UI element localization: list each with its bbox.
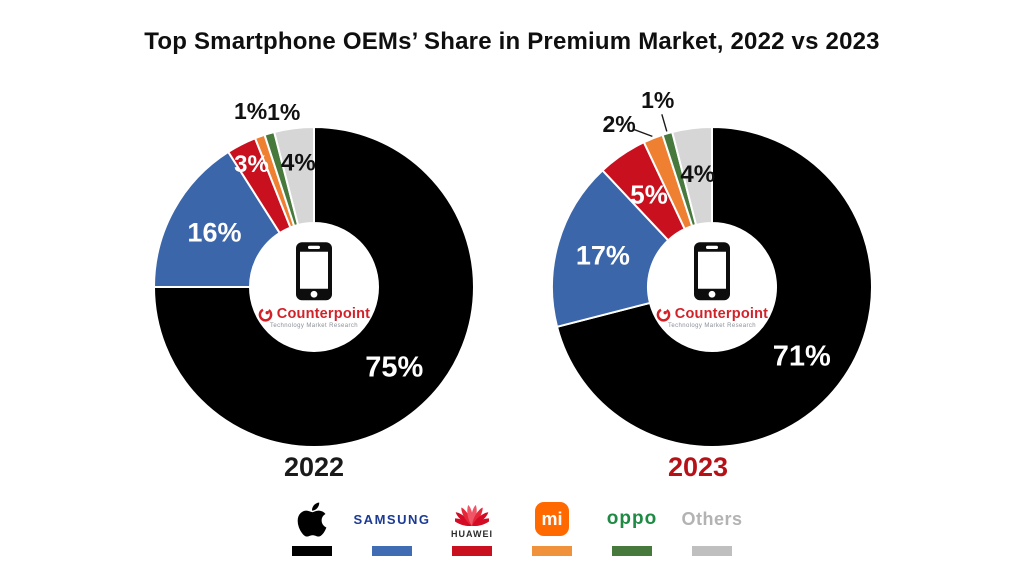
slice-value-label: 4% bbox=[680, 161, 715, 188]
donut-chart-2022: 75% 16% 3% 1% 1% 4% Counterpoint Technology M… bbox=[146, 98, 482, 455]
samsung-wordmark: SAMSUNG bbox=[353, 511, 431, 527]
label-leader-line bbox=[633, 128, 653, 138]
slice-apple-2022 bbox=[153, 126, 475, 448]
year-label-2022: 2022 bbox=[283, 452, 345, 482]
legend-item-oppo: oppo bbox=[592, 497, 672, 556]
counterpoint-logo: Counterpoint bbox=[656, 306, 768, 322]
others-wordmark: Others bbox=[681, 508, 743, 529]
page-title: Top Smartphone OEMs’ Share in Premium Ma… bbox=[144, 28, 880, 55]
slice-value-label: 71% bbox=[773, 341, 831, 373]
year-label-2023: 2023 bbox=[667, 452, 729, 482]
legend-swatch-samsung bbox=[372, 546, 412, 556]
slice-samsung-2022 bbox=[153, 150, 281, 288]
slice-value-label: 3% bbox=[234, 151, 269, 178]
oppo-wordmark: oppo bbox=[606, 508, 658, 529]
slice-value-label: 1% bbox=[641, 87, 674, 113]
donut-center-2023: Counterpoint Technology Market Research bbox=[646, 241, 778, 329]
slice-value-label: 1% bbox=[267, 99, 300, 125]
counterpoint-gauge-icon bbox=[656, 307, 671, 322]
donut-chart-2023: 71% 17% 5% 2% 1% 4% Counterpoint Technology M… bbox=[544, 87, 880, 455]
legend-swatch-apple bbox=[292, 546, 332, 556]
counterpoint-brand-text: Counterpoint bbox=[276, 306, 371, 323]
huawei-wordmark: HUAWEI bbox=[451, 528, 493, 539]
legend-swatch-xiaomi bbox=[532, 546, 572, 556]
slice-value-label: 1% bbox=[234, 98, 267, 124]
donut-center-2022: Counterpoint Technology Market Research bbox=[248, 241, 380, 329]
legend-item-apple bbox=[272, 497, 352, 556]
legend-item-huawei: HUAWEI bbox=[432, 497, 512, 556]
slice-value-label: 16% bbox=[187, 217, 241, 247]
counterpoint-brand-text: Counterpoint bbox=[674, 306, 769, 323]
mi-glyph: mi bbox=[541, 508, 563, 529]
counterpoint-tagline: Technology Market Research bbox=[667, 323, 757, 330]
slice-value-label: 4% bbox=[281, 150, 316, 177]
legend-item-xiaomi: mi bbox=[512, 497, 592, 556]
donut-svg-2022: 75% 16% 3% 1% 1% 4% bbox=[153, 98, 475, 448]
smartphone-icon bbox=[296, 242, 332, 301]
legend-swatch-oppo bbox=[612, 546, 652, 556]
legend-swatch-huawei bbox=[452, 546, 492, 556]
donut-svg-2023: 71% 17% 5% 2%1% 4% bbox=[551, 87, 873, 448]
slice-value-label: 75% bbox=[365, 351, 423, 383]
slice-value-label: 17% bbox=[576, 240, 630, 270]
label-leader-line bbox=[661, 114, 668, 132]
smartphone-icon bbox=[694, 242, 730, 301]
legend-swatch-others bbox=[692, 546, 732, 556]
counterpoint-tagline: Technology Market Research bbox=[269, 323, 359, 330]
counterpoint-logo: Counterpoint bbox=[258, 306, 370, 322]
legend-item-others: Others bbox=[672, 497, 752, 556]
mi-icon: mi bbox=[535, 502, 569, 536]
slice-value-label: 2% bbox=[602, 111, 635, 137]
legend-item-samsung: SAMSUNG bbox=[352, 497, 432, 556]
slice-value-label: 5% bbox=[630, 179, 668, 209]
slice-apple-2023 bbox=[556, 126, 873, 448]
slice-others-2022 bbox=[273, 126, 315, 227]
counterpoint-gauge-icon bbox=[258, 307, 273, 322]
slice-others-2023 bbox=[671, 126, 713, 227]
huawei-flower-icon bbox=[455, 504, 489, 526]
brand-legend: SAMSUNG bbox=[0, 497, 1024, 556]
apple-icon bbox=[297, 501, 327, 537]
